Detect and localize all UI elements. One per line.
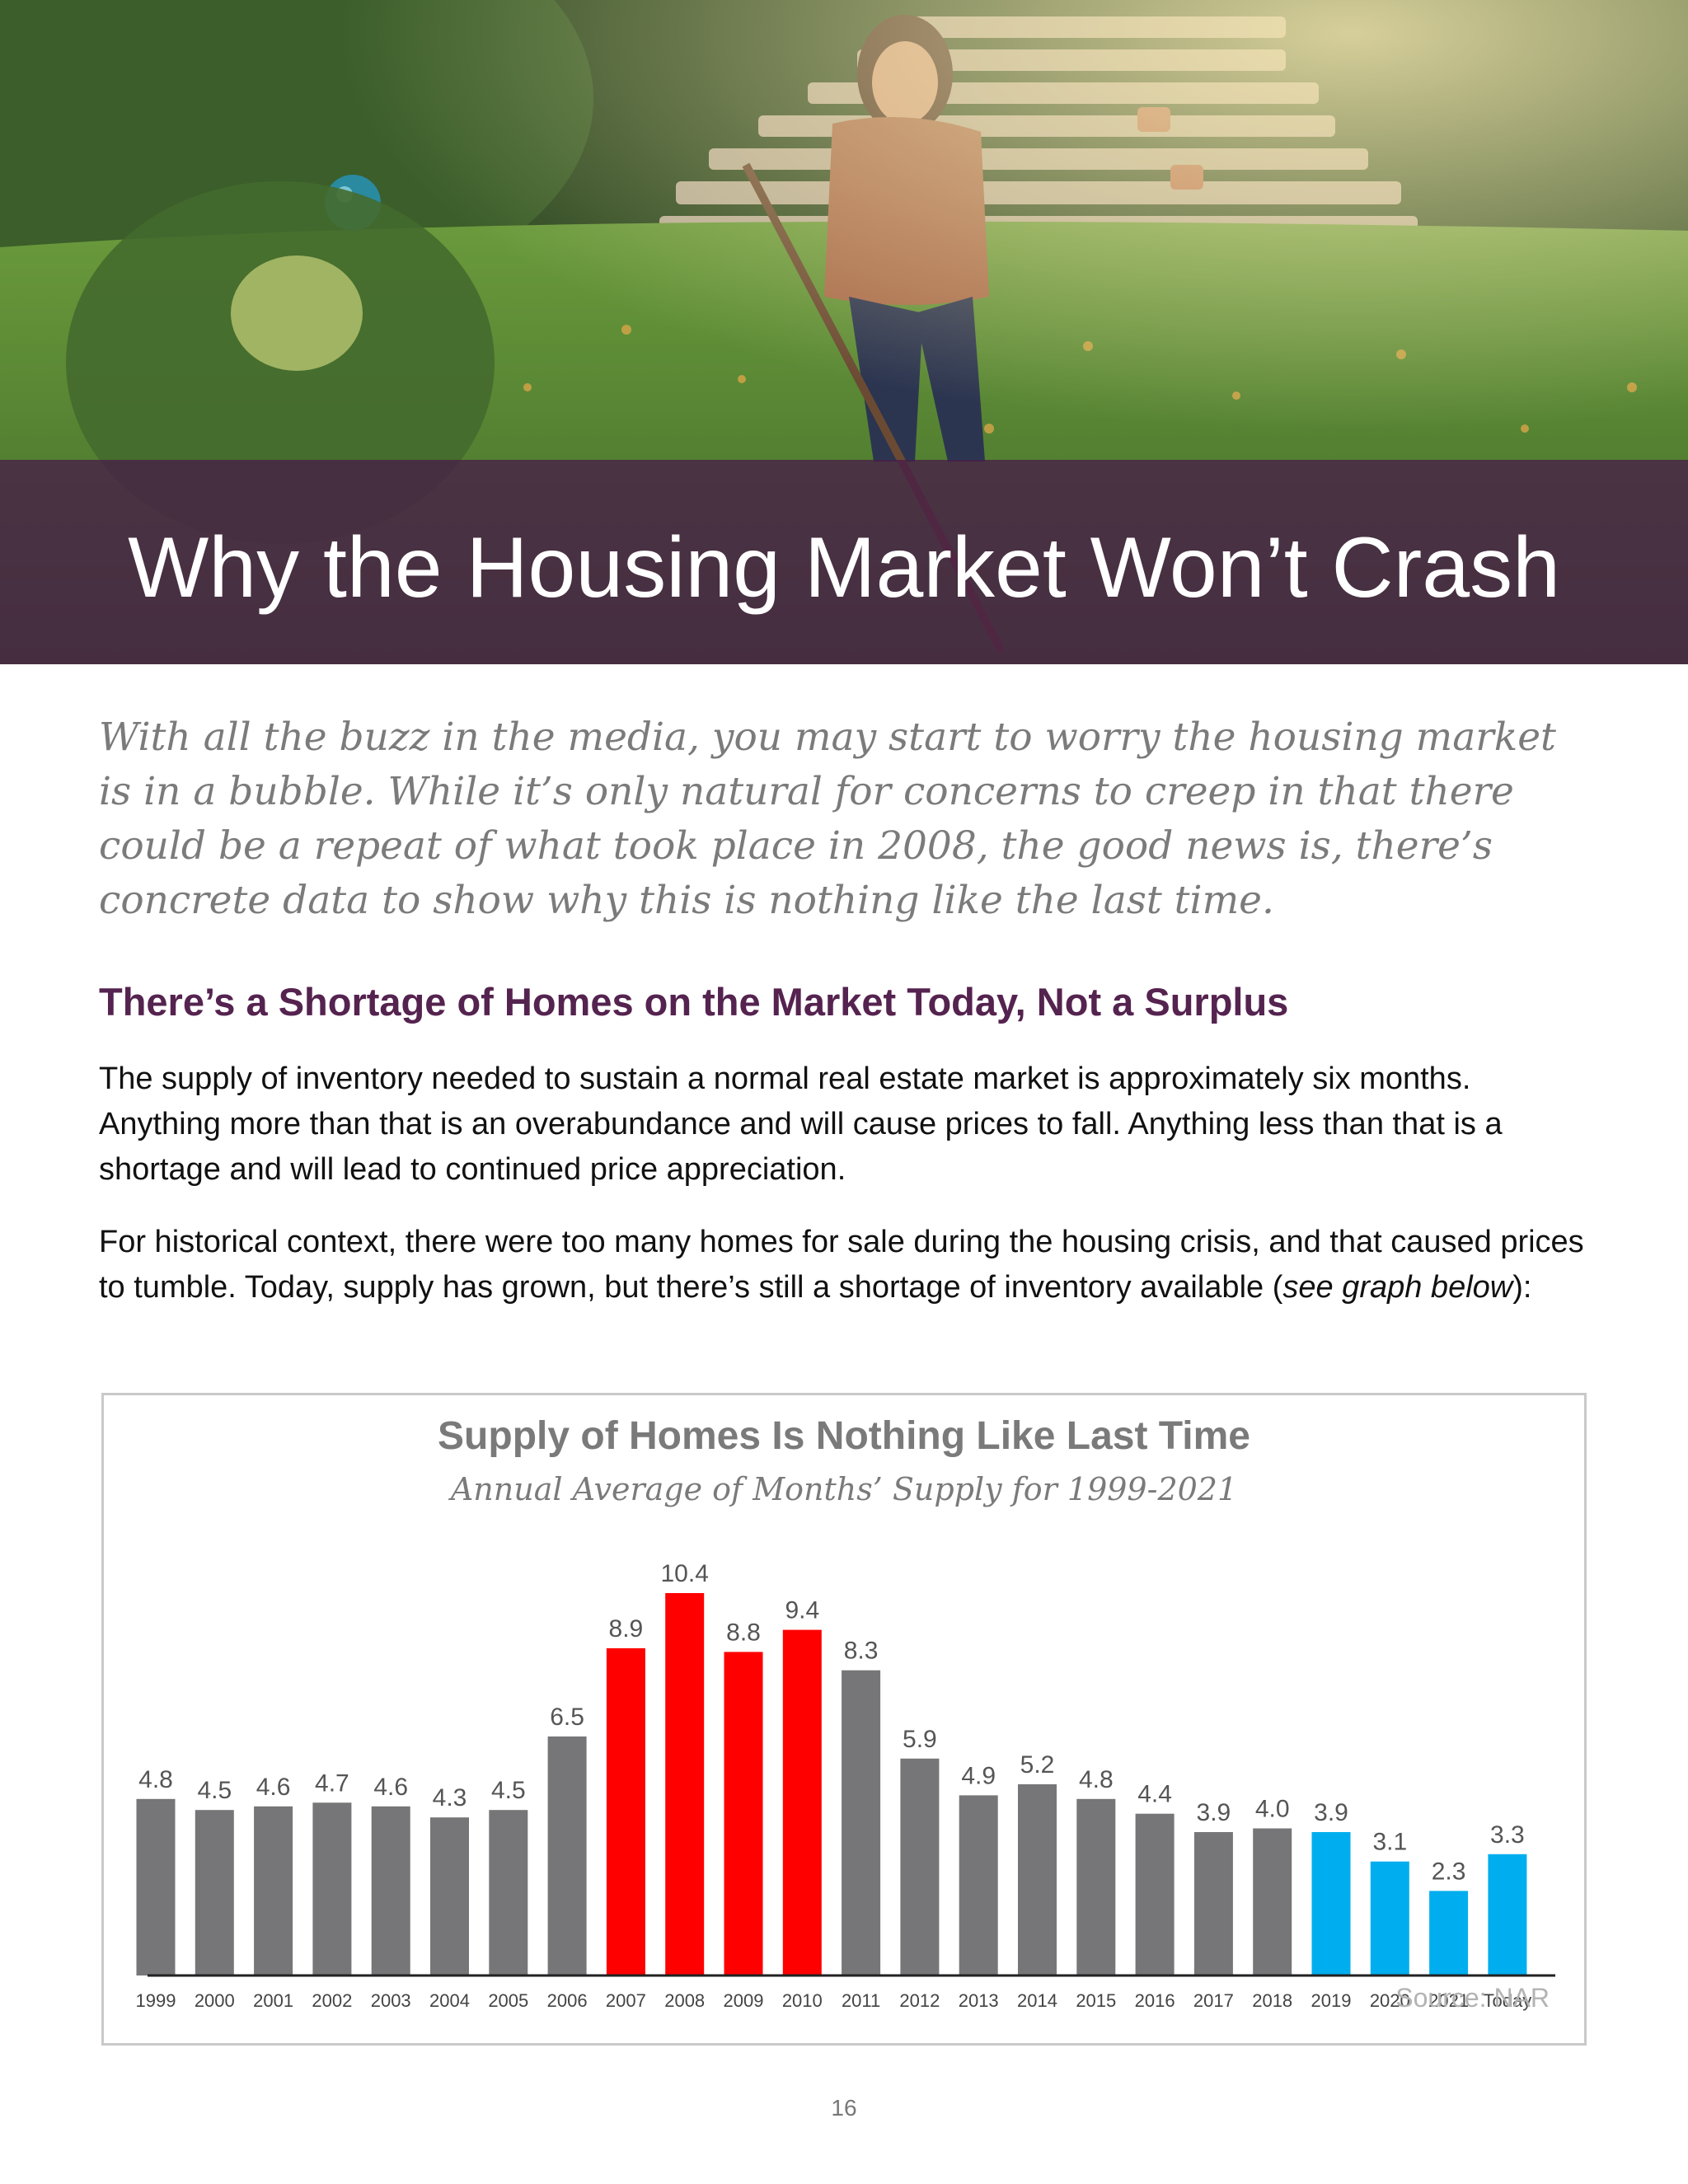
x-tick-2021: 2021 (1428, 1990, 1469, 2011)
bar-2005 (489, 1810, 528, 1975)
bar-2021 (1429, 1891, 1469, 1975)
data-label-2013: 4.9 (961, 1762, 996, 1789)
body-paragraph-2: For historical context, there were too m… (99, 1220, 1599, 1310)
bar-1999 (136, 1798, 176, 1975)
data-label-2015: 4.8 (1079, 1766, 1114, 1793)
data-label-2010: 9.4 (785, 1597, 819, 1624)
data-label-2008: 10.4 (661, 1560, 709, 1587)
bar-2017 (1193, 1832, 1233, 1975)
bar-2020 (1370, 1861, 1409, 1975)
data-label-2014: 5.2 (1020, 1751, 1055, 1779)
data-label-2016: 4.4 (1137, 1781, 1172, 1808)
bar-2014 (1018, 1784, 1057, 1975)
data-label-1999: 4.8 (138, 1766, 173, 1793)
x-tick-today: Today (1484, 1990, 1532, 2011)
body-paragraph-1: The supply of inventory needed to sustai… (99, 1062, 1503, 1187)
bar-chart-plot: 4.8 4.5 4.6 4.7 4.6 4.3 4.5 6.5 8.9 10.4 8.8 9.4 8.3… (136, 1560, 1555, 2011)
body-paragraph-2-end: ): (1512, 1270, 1532, 1305)
data-label-2020: 3.1 (1372, 1829, 1407, 1856)
bar-2000 (195, 1810, 234, 1975)
x-tick-2003: 2003 (371, 1990, 411, 2011)
title-band: Why the Housing Market Won’t Crash (0, 460, 1688, 664)
x-tick-2004: 2004 (429, 1990, 470, 2011)
bar-2018 (1253, 1828, 1292, 1975)
x-tick-2015: 2015 (1076, 1990, 1116, 2011)
x-tick-2011: 2011 (842, 1990, 880, 2011)
section-heading: There’s a Shortage of Homes on the Marke… (99, 980, 1289, 1024)
body-paragraph-2-text: For historical context, there were too m… (99, 1225, 1584, 1305)
data-label-2000: 4.5 (197, 1777, 232, 1804)
bar-2012 (900, 1758, 940, 1975)
x-tick-2001: 2001 (253, 1990, 293, 2011)
x-tick-2002: 2002 (312, 1990, 352, 2011)
page-title: Why the Housing Market Won’t Crash (128, 520, 1560, 616)
bar-2009 (724, 1652, 763, 1975)
x-tick-2016: 2016 (1135, 1990, 1175, 2011)
x-tick-2017: 2017 (1193, 1990, 1234, 2011)
bar-2003 (371, 1806, 410, 1975)
chart-title: Supply of Homes Is Nothing Like Last Tim… (438, 1414, 1250, 1458)
data-label-2011: 8.3 (844, 1638, 879, 1665)
hero-image: Why the Housing Market Won’t Crash (0, 0, 1688, 664)
x-tick-1999: 1999 (136, 1990, 176, 2011)
data-label-2019: 3.9 (1314, 1799, 1348, 1826)
bar-2007 (606, 1647, 645, 1975)
page-number: 16 (831, 2095, 857, 2121)
intro-paragraph: With all the buzz in the media, you may … (99, 715, 1556, 923)
bar-2002 (312, 1802, 352, 1975)
x-tick-2010: 2010 (782, 1990, 823, 2011)
bar-2013 (959, 1795, 998, 1975)
bar-2004 (430, 1817, 469, 1975)
x-tick-2007: 2007 (606, 1990, 646, 2011)
x-tick-2008: 2008 (664, 1990, 705, 2011)
x-tick-2020: 2020 (1370, 1990, 1410, 2011)
data-label-2009: 8.8 (726, 1619, 761, 1646)
bar-2016 (1135, 1813, 1175, 1975)
bar-2006 (547, 1736, 587, 1975)
bar-2001 (254, 1806, 293, 1975)
data-label-2004: 4.3 (433, 1784, 467, 1811)
bar-2011 (842, 1670, 881, 1975)
data-label-2003: 4.6 (373, 1774, 408, 1801)
x-tick-2019: 2019 (1311, 1990, 1352, 2011)
data-label-2002: 4.7 (315, 1769, 349, 1797)
data-label-2007: 8.9 (609, 1615, 644, 1643)
bar-2019 (1311, 1832, 1351, 1975)
bar-today (1488, 1854, 1527, 1975)
chart-source: Source: NAR (1395, 1983, 1550, 2013)
x-tick-2009: 2009 (724, 1990, 764, 2011)
data-label-2017: 3.9 (1197, 1799, 1231, 1826)
x-tick-2000: 2000 (195, 1990, 235, 2011)
bar-2008 (665, 1593, 705, 1975)
bar-2010 (782, 1629, 822, 1975)
graph-reference: see graph below (1282, 1270, 1513, 1305)
x-tick-2006: 2006 (547, 1990, 588, 2011)
data-label-2001: 4.6 (256, 1774, 291, 1801)
bar-2015 (1076, 1798, 1116, 1975)
x-tick-2005: 2005 (488, 1990, 528, 2011)
data-label-2006: 6.5 (550, 1704, 584, 1731)
data-label-today: 3.3 (1490, 1821, 1525, 1849)
x-tick-2012: 2012 (899, 1990, 940, 2011)
chart-subtitle: Annual Average of Months’ Supply for 199… (450, 1471, 1238, 1507)
x-tick-2014: 2014 (1017, 1990, 1057, 2011)
data-label-2018: 4.0 (1255, 1796, 1290, 1823)
x-tick-2018: 2018 (1252, 1990, 1292, 2011)
supply-chart: Supply of Homes Is Nothing Like Last Tim… (101, 1393, 1587, 2046)
data-label-2005: 4.5 (491, 1777, 526, 1804)
data-label-2021: 2.3 (1432, 1858, 1466, 1885)
data-label-2012: 5.9 (903, 1726, 937, 1753)
x-tick-2013: 2013 (959, 1990, 999, 2011)
